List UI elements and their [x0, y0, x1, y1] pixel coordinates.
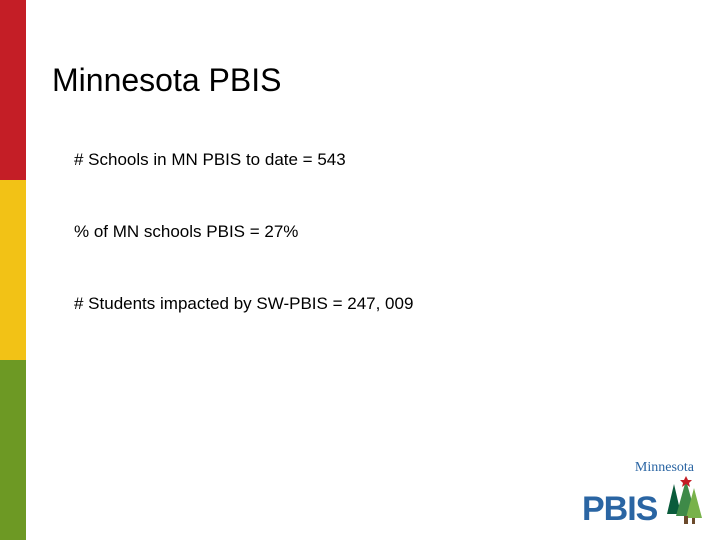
stat-students-impacted: # Students impacted by SW-PBIS = 247, 00… [74, 294, 413, 314]
stripe-green [0, 360, 26, 540]
logo-trees-icon [664, 476, 702, 526]
stat-schools-percent: % of MN schools PBIS = 27% [74, 222, 298, 242]
logo-word-text: PBIS [582, 492, 657, 526]
logo-script-text: Minnesota [635, 460, 694, 476]
stripe-red [0, 0, 26, 180]
slide: Minnesota PBIS # Schools in MN PBIS to d… [0, 0, 720, 540]
pbis-logo: Minnesota PBIS [582, 462, 702, 526]
stat-schools-count: # Schools in MN PBIS to date = 543 [74, 150, 346, 170]
page-title: Minnesota PBIS [52, 62, 281, 99]
stripe-yellow [0, 180, 26, 360]
